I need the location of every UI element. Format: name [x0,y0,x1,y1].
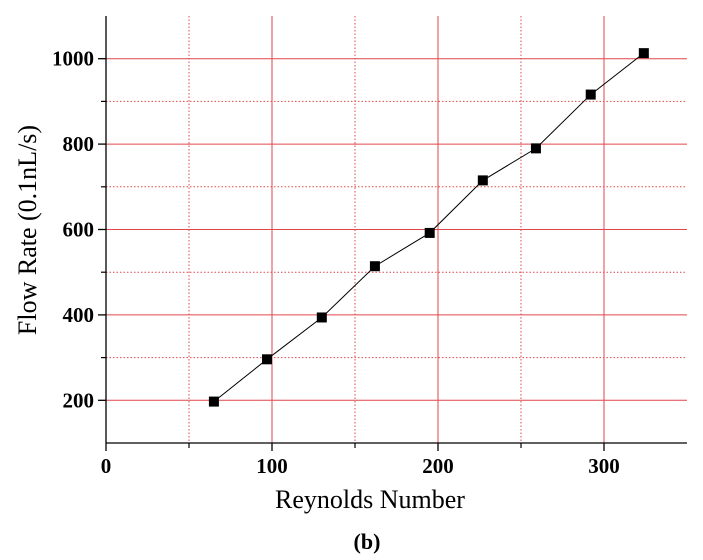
data-point [208,396,219,407]
y-tick-label: 400 [63,303,95,327]
data-point [638,48,649,59]
x-axis-title: Reynolds Number [275,485,465,514]
data-point [585,89,596,100]
x-tick-label: 0 [101,454,112,478]
data-point [369,261,380,272]
x-tick-label: 100 [256,454,288,478]
panel-label: (b) [354,529,381,554]
y-tick-label: 600 [63,218,95,242]
x-tick-label: 200 [422,454,454,478]
data-point [477,175,488,186]
y-tick-label: 1000 [52,47,94,71]
data-point [424,227,435,238]
data-point [262,354,273,365]
series-line [213,52,645,402]
y-tick-label: 200 [63,388,95,412]
y-axis-title: Flow Rate (0.1nL/s) [13,125,42,335]
data-point [530,143,541,154]
grid [106,16,687,443]
data-point [316,312,327,323]
data-series [208,48,649,407]
y-tick-label: 800 [63,132,95,156]
ticks: 200 400 600 800 1000 0 100 200 300 [52,47,620,478]
x-tick-label: 300 [588,454,620,478]
